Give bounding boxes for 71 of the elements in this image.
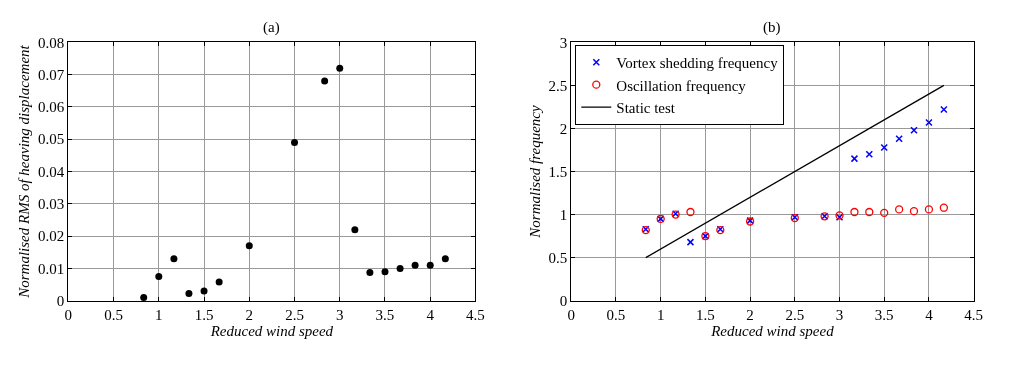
point (396, 264, 404, 272)
point (351, 226, 359, 234)
point (291, 138, 299, 146)
point (924, 205, 934, 214)
x-axis-title: Reduced wind speed (710, 322, 835, 339)
point (909, 206, 919, 216)
chart-title: (b) (763, 19, 781, 36)
y-tick-label: 0.04 (37, 163, 65, 180)
y-tick-label: 3 (559, 34, 568, 51)
point (939, 203, 949, 212)
point (865, 150, 874, 159)
x-tick-label: 2.5 (285, 306, 304, 323)
point (381, 268, 389, 276)
y-tick-label: 0.5 (548, 249, 568, 266)
y-tick-label: 0.03 (37, 196, 65, 213)
x-tick-label: 1.5 (194, 306, 214, 323)
y-tick-label: 0.02 (37, 228, 65, 245)
x-tick-label: 3 (336, 306, 344, 323)
y-tick-label: 0.01 (37, 260, 65, 277)
legend-label: Oscillation frequency (616, 77, 747, 94)
y-tick-label: 1 (559, 206, 568, 223)
y-tick-label: 1.5 (548, 163, 568, 180)
y-tick-label: 0.05 (37, 131, 65, 148)
x-tick-label: 2 (245, 306, 254, 323)
point (336, 64, 344, 72)
point (245, 242, 253, 250)
legend-label: Static test (616, 100, 676, 117)
x-tick-label: 0.5 (606, 306, 626, 323)
x-tick-label: 2.5 (785, 306, 805, 323)
point (321, 77, 329, 85)
y-tick-label: 0 (56, 292, 65, 309)
point (895, 135, 903, 143)
point (441, 255, 449, 263)
point (850, 154, 859, 163)
point (170, 255, 178, 263)
point (426, 261, 434, 269)
point (686, 207, 695, 217)
point (850, 207, 859, 217)
y-axis-title: Normalised frequency (526, 105, 543, 239)
legend-label: Vortex shedding frequency (616, 55, 779, 72)
y-tick-label: 0.07 (37, 66, 65, 83)
point (155, 273, 163, 280)
x-tick-label: 4 (925, 306, 934, 323)
y-tick-label: 2 (559, 120, 568, 137)
x-tick-label: 4 (426, 306, 435, 323)
x-tick-label: 1 (155, 306, 163, 323)
x-tick-label: 4.5 (964, 306, 984, 323)
y-tick-label: 2.5 (548, 77, 568, 94)
x-tick-label: 1.5 (696, 306, 715, 323)
y-tick-label: 0.06 (37, 99, 65, 116)
y-axis-title: Normalised RMS of heaving displacement (16, 44, 33, 299)
point (140, 293, 148, 301)
x-tick-label: 0.5 (104, 306, 123, 323)
x-tick-label: 3.5 (375, 306, 395, 323)
point (865, 207, 874, 217)
y-tick-label: 0.08 (37, 34, 65, 51)
point (200, 287, 208, 295)
x-tick-label: 2 (746, 306, 754, 323)
point (215, 278, 223, 286)
x-axis-title: Reduced wind speed (209, 322, 334, 339)
x-tick-label: 1 (656, 306, 665, 323)
x-tick-label: 3.5 (874, 306, 894, 323)
point (185, 290, 193, 298)
point (880, 208, 889, 218)
chart-title: (a) (263, 19, 280, 36)
x-tick-label: 4.5 (466, 306, 485, 323)
y-tick-label: 0 (559, 292, 568, 309)
point (411, 261, 419, 269)
point (895, 205, 904, 214)
x-tick-label: 3 (835, 306, 844, 323)
point (366, 269, 374, 277)
